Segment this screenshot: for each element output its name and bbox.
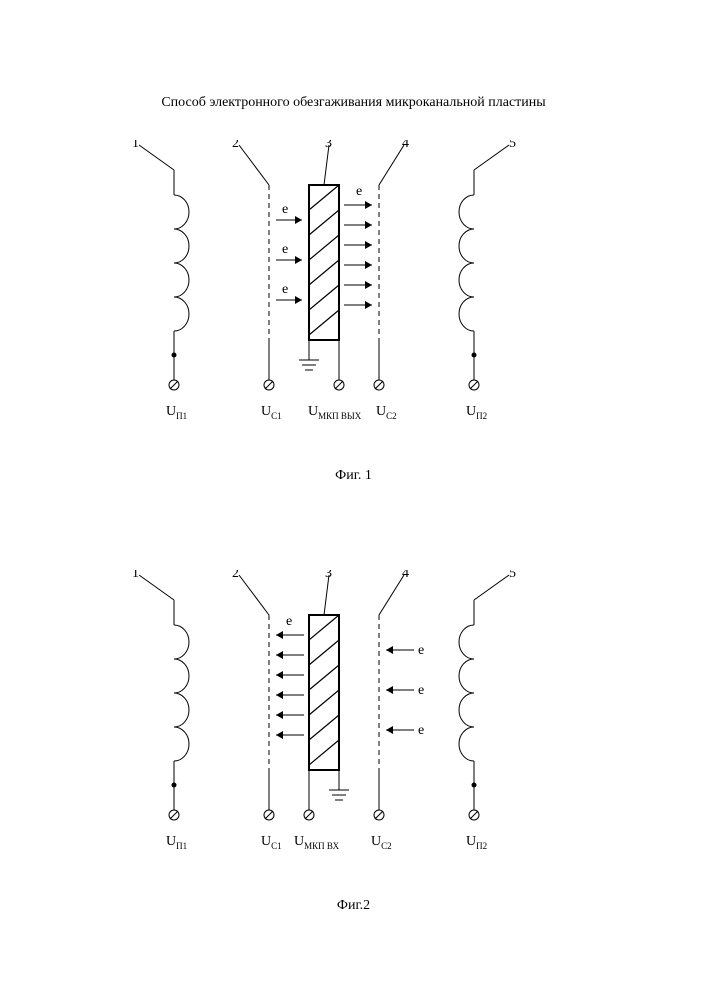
svg-text:e: e [282, 242, 288, 257]
mcp-plate [309, 615, 349, 810]
label-3: 3 [325, 570, 332, 581]
fig1-svg: 1 2 3 4 5 e e e e UП1 UС1 UМКП ВЫХ UС2 U… [104, 140, 604, 460]
label-5: 5 [509, 140, 516, 151]
label-1: 1 [132, 140, 139, 151]
term-umkp: UМКП ВХ [294, 834, 340, 851]
svg-text:e: e [418, 683, 424, 698]
svg-text:e: e [282, 282, 288, 297]
coil-left [171, 600, 189, 810]
term-up1: UП1 [166, 404, 187, 421]
term-uc2: UС2 [371, 834, 392, 851]
term-uc1: UС1 [261, 404, 282, 421]
mcp-plate [299, 185, 339, 380]
fig1-caption: Фиг. 1 [0, 468, 707, 484]
output-electrons: e [276, 614, 304, 739]
label-3: 3 [325, 140, 332, 151]
figure-2: 1 2 3 4 5 e e e e UП1 UС1 UМКП ВХ UС2 UП… [0, 570, 707, 914]
svg-text:e: e [286, 614, 292, 629]
term-uc2: UС2 [376, 404, 397, 421]
coil-right [459, 600, 477, 810]
svg-text:e: e [356, 184, 362, 199]
coil-left [171, 170, 189, 380]
page-title: Способ электронного обезгаживания микрок… [0, 95, 707, 111]
leader-lines [139, 145, 509, 185]
term-uc1: UС1 [261, 834, 282, 851]
term-up2: UП2 [466, 834, 487, 851]
coil-right [459, 170, 477, 380]
fig2-caption: Фиг.2 [0, 898, 707, 914]
output-electrons: e [344, 184, 372, 309]
label-4: 4 [402, 140, 409, 151]
svg-text:e: e [418, 723, 424, 738]
input-electrons: e e e [386, 643, 424, 738]
fig2-svg: 1 2 3 4 5 e e e e UП1 UС1 UМКП ВХ UС2 UП… [104, 570, 604, 890]
svg-text:e: e [282, 202, 288, 217]
label-2: 2 [232, 140, 239, 151]
label-5: 5 [509, 570, 516, 581]
label-4: 4 [402, 570, 409, 581]
svg-text:e: e [418, 643, 424, 658]
terminals [169, 380, 479, 390]
terminals [169, 810, 479, 820]
leader-lines [139, 575, 509, 615]
input-electrons: e e e [276, 202, 302, 304]
term-up1: UП1 [166, 834, 187, 851]
term-umkp: UМКП ВЫХ [308, 404, 362, 421]
label-2: 2 [232, 570, 239, 581]
term-up2: UП2 [466, 404, 487, 421]
figure-1: 1 2 3 4 5 e e e e UП1 UС1 UМКП ВЫХ UС2 U… [0, 140, 707, 484]
label-1: 1 [132, 570, 139, 581]
